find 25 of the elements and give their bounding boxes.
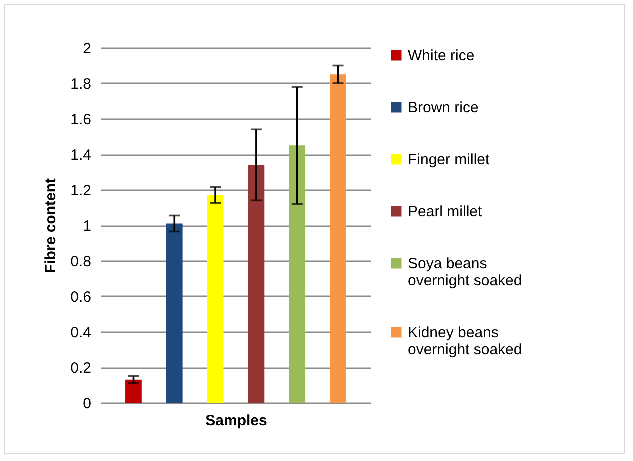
x-axis-title: Samples [206, 412, 268, 430]
y-tick-label: 0.2 [70, 360, 92, 377]
bar [330, 74, 346, 403]
legend-label: Pearl millet [408, 204, 484, 220]
y-tick-label: 0.8 [70, 254, 92, 270]
legend-label: Soya beans overnight soaked [408, 256, 522, 290]
y-tick-label: 0 [83, 396, 92, 412]
y-tick-label: 1.8 [70, 76, 92, 93]
bar [126, 380, 142, 403]
legend-label: White rice [408, 48, 475, 64]
legend-label: Finger millet [408, 152, 491, 168]
y-tick-label: 1.2 [70, 182, 92, 200]
bar [289, 146, 306, 403]
y-tick-label: 1 [83, 218, 92, 235]
bar [166, 224, 183, 403]
bar [248, 165, 265, 403]
y-tick-label: 2 [83, 40, 92, 58]
y-tick-label: 0.6 [70, 289, 92, 306]
y-tick-label: 1.6 [70, 112, 92, 128]
legend-label: Kidney beans overnight soaked [408, 324, 522, 358]
y-axis-title: Fibre content [42, 178, 60, 274]
legend-label: Brown rice [408, 100, 479, 116]
bar [207, 195, 224, 403]
y-tick-label: 0.4 [70, 324, 92, 342]
y-tick-label: 1.4 [70, 147, 92, 164]
